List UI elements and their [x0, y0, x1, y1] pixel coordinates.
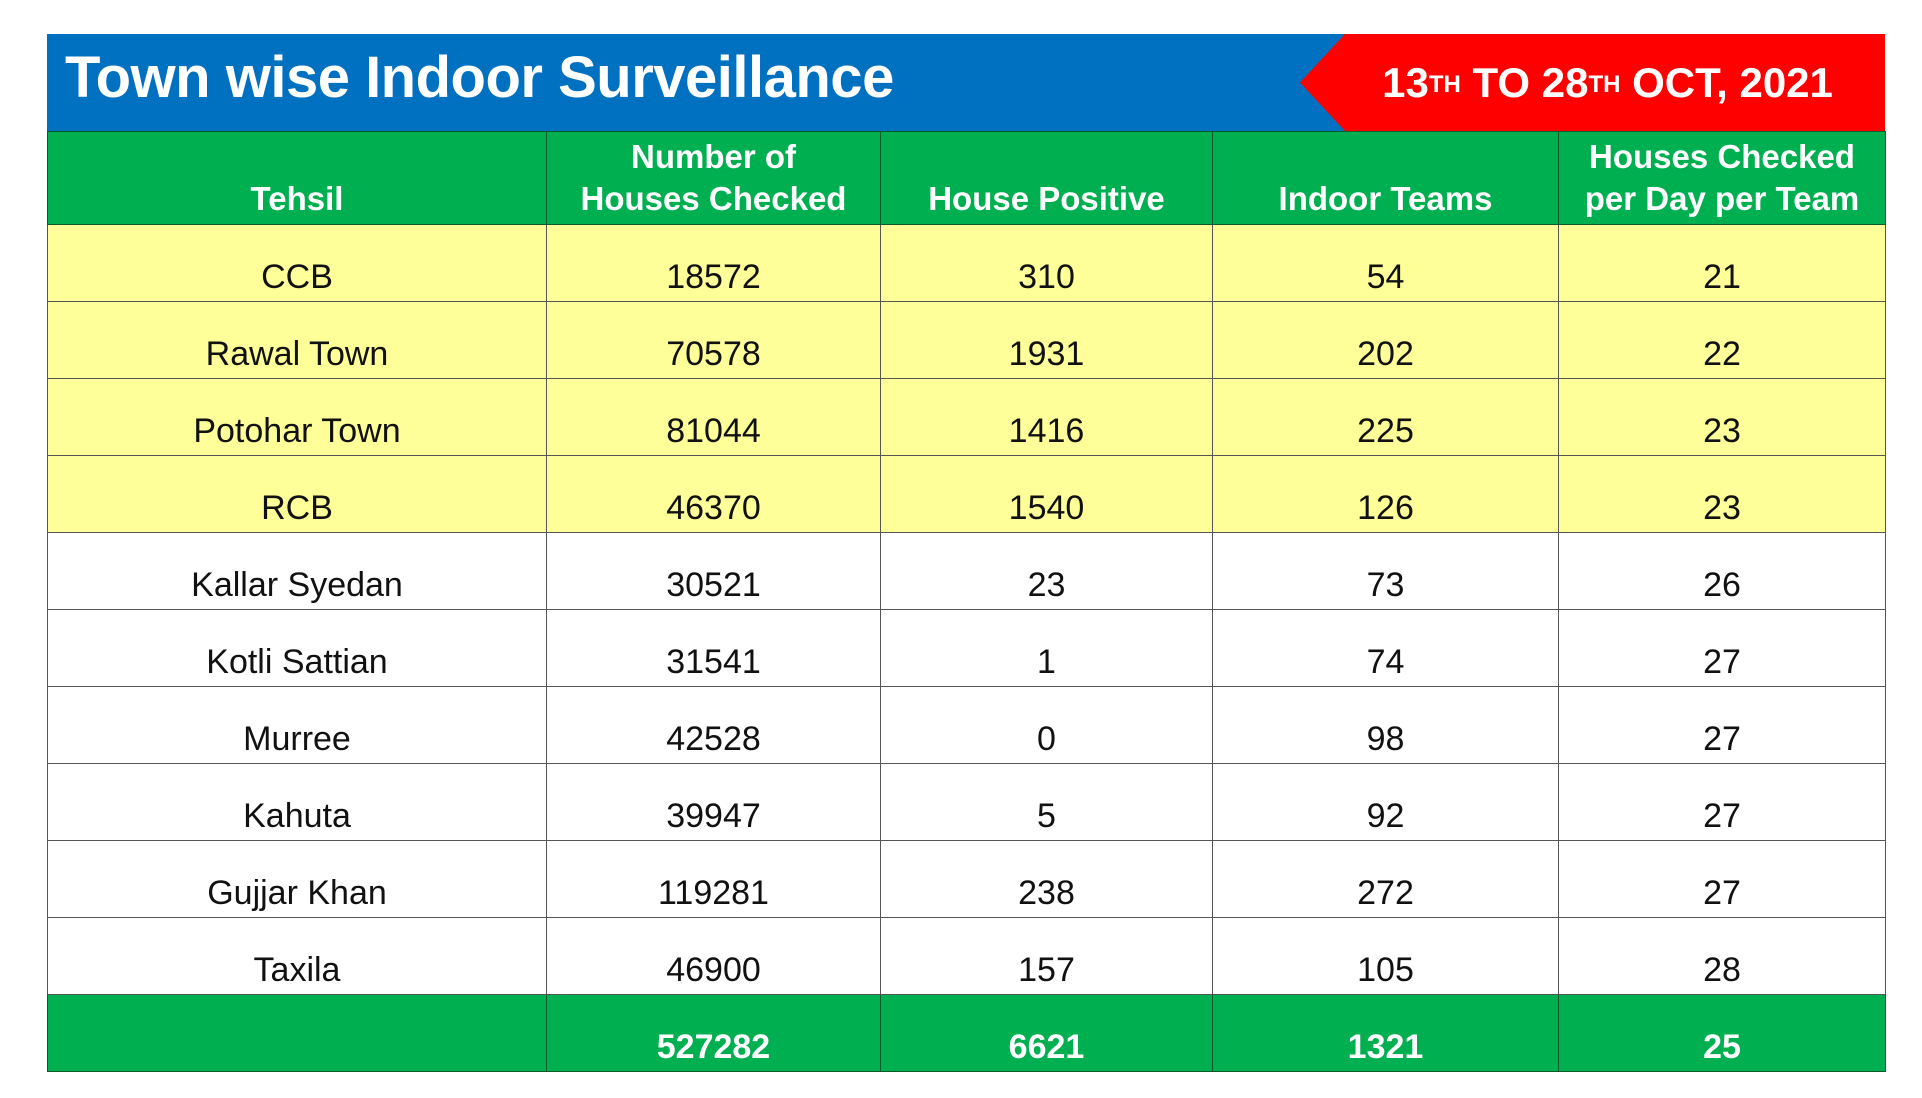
- total-cell: 25: [1558, 994, 1886, 1072]
- table-cell: 27: [1558, 686, 1886, 764]
- column-header-line2: Houses Checked: [580, 180, 847, 217]
- table-cell: Taxila: [47, 917, 547, 995]
- table-cell: 238: [880, 840, 1213, 918]
- column-header: Tehsil: [47, 131, 547, 225]
- column-header: Number of Houses Checked: [546, 131, 881, 225]
- column-header-line2: per Day per Team: [1584, 180, 1860, 217]
- column-header-line2: Indoor Teams: [1278, 180, 1493, 217]
- table-cell: 126: [1212, 455, 1559, 533]
- table-cell: 5: [880, 763, 1213, 841]
- table-cell: Rawal Town: [47, 301, 547, 379]
- table-row: Kallar Syedan 30521 23 73 26: [47, 532, 1886, 610]
- table-cell: RCB: [47, 455, 547, 533]
- column-header-line1: [881, 136, 1212, 178]
- table-cell: 18572: [546, 224, 881, 302]
- table-cell: 23: [1558, 378, 1886, 456]
- table-cell: 1: [880, 609, 1213, 687]
- start-suffix: TH: [1428, 70, 1461, 98]
- table-header-row: Tehsil Number of Houses Checked House Posit…: [47, 131, 1886, 225]
- table-cell: 23: [1558, 455, 1886, 533]
- end-day: 28: [1541, 58, 1589, 106]
- table-cell: 46900: [546, 917, 881, 995]
- surveillance-table: Tehsil Number of Houses Checked House Posit…: [47, 131, 1886, 1072]
- column-header: Houses Checked per Day per Team: [1558, 131, 1886, 225]
- table-cell: 21: [1558, 224, 1886, 302]
- table-row: Kahuta 39947 5 92 27: [47, 763, 1886, 841]
- total-row: 527282 6621 1321 25: [47, 994, 1886, 1072]
- table-cell: Kotli Sattian: [47, 609, 547, 687]
- table-row: Potohar Town 81044 1416 225 23: [47, 378, 1886, 456]
- table-cell: 0: [880, 686, 1213, 764]
- column-header-line1: [48, 136, 546, 178]
- total-cell: 1321: [1212, 994, 1559, 1072]
- table-cell: 81044: [546, 378, 881, 456]
- column-header-line1: [1213, 136, 1558, 178]
- table-cell: 1931: [880, 301, 1213, 379]
- column-header-line1: Houses Checked: [1589, 138, 1855, 175]
- table-cell: 31541: [546, 609, 881, 687]
- table-cell: 272: [1212, 840, 1559, 918]
- table-cell: 27: [1558, 840, 1886, 918]
- table-row: Kotli Sattian 31541 1 74 27: [47, 609, 1886, 687]
- table-row: Murree 42528 0 98 27: [47, 686, 1886, 764]
- table-cell: 157: [880, 917, 1213, 995]
- page-title: Town wise Indoor Surveillance: [65, 45, 894, 110]
- table-cell: Potohar Town: [47, 378, 547, 456]
- table-cell: 1416: [880, 378, 1213, 456]
- table-cell: 73: [1212, 532, 1559, 610]
- column-header: Indoor Teams: [1212, 131, 1559, 225]
- table-cell: 26: [1558, 532, 1886, 610]
- date-range-badge: 13 TH TO 28 TH OCT, 2021: [1300, 34, 1885, 131]
- table-cell: 105: [1212, 917, 1559, 995]
- column-header-line2: House Positive: [928, 180, 1165, 217]
- table-cell: 46370: [546, 455, 881, 533]
- table-cell: 39947: [546, 763, 881, 841]
- table-cell: 54: [1212, 224, 1559, 302]
- table-cell: 74: [1212, 609, 1559, 687]
- table-row: Gujjar Khan 119281 238 272 27: [47, 840, 1886, 918]
- table-cell: 30521: [546, 532, 881, 610]
- table-cell: 98: [1212, 686, 1559, 764]
- table-row: RCB 46370 1540 126 23: [47, 455, 1886, 533]
- table-cell: 225: [1212, 378, 1559, 456]
- column-header-line1: Number of: [631, 138, 796, 175]
- table-cell: Gujjar Khan: [47, 840, 547, 918]
- table-cell: 119281: [546, 840, 881, 918]
- table-cell: 27: [1558, 763, 1886, 841]
- table-cell: 28: [1558, 917, 1886, 995]
- column-header: House Positive: [880, 131, 1213, 225]
- end-month-year: OCT, 2021: [1632, 58, 1833, 106]
- table-cell: CCB: [47, 224, 547, 302]
- table-cell: Kahuta: [47, 763, 547, 841]
- column-header-line2: Tehsil: [250, 180, 344, 217]
- table-row: Taxila 46900 157 105 28: [47, 917, 1886, 995]
- total-cell: [47, 994, 547, 1072]
- table-cell: Kallar Syedan: [47, 532, 547, 610]
- table-row: Rawal Town 70578 1931 202 22: [47, 301, 1886, 379]
- table-cell: 202: [1212, 301, 1559, 379]
- date-connector: TO: [1472, 58, 1531, 106]
- title-banner: Town wise Indoor Surveillance 13 TH TO 28…: [47, 34, 1885, 131]
- table-cell: 23: [880, 532, 1213, 610]
- table-cell: 27: [1558, 609, 1886, 687]
- start-day: 13: [1382, 58, 1429, 106]
- table-cell: 70578: [546, 301, 881, 379]
- table-cell: 1540: [880, 455, 1213, 533]
- total-cell: 6621: [880, 994, 1213, 1072]
- table-cell: 22: [1558, 301, 1886, 379]
- table-cell: 92: [1212, 763, 1559, 841]
- table-row: CCB 18572 310 54 21: [47, 224, 1886, 302]
- end-suffix: TH: [1588, 70, 1621, 98]
- table-cell: 310: [880, 224, 1213, 302]
- table-cell: Murree: [47, 686, 547, 764]
- total-cell: 527282: [546, 994, 881, 1072]
- table-cell: 42528: [546, 686, 881, 764]
